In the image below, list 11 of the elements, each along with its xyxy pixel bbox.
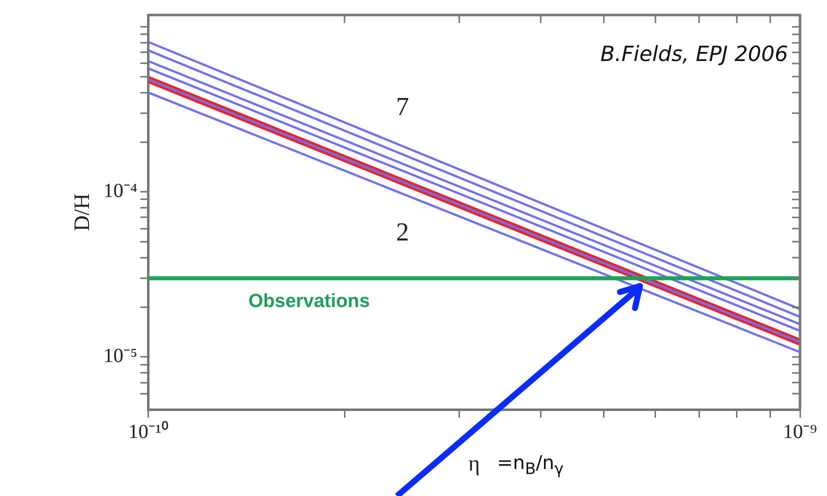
series-label: 2 [396,218,410,247]
x-tick-label: 10⁻¹⁰ [128,420,168,443]
y-tick-label: 10⁻⁵ [103,345,138,368]
y-tick-label: 10⁻⁴ [103,180,138,202]
text: =n$_{B}$/n$_{γ}$ [497,452,564,478]
ref-line-label: Observations [248,290,370,312]
x-axis-title: η [468,450,480,476]
x-tick-label: 10⁻⁹ [783,420,818,443]
series-label: 7 [396,92,410,121]
annotation: B.Fields, EPJ 2006 [597,42,791,66]
y-axis-title: D/H [68,193,94,232]
